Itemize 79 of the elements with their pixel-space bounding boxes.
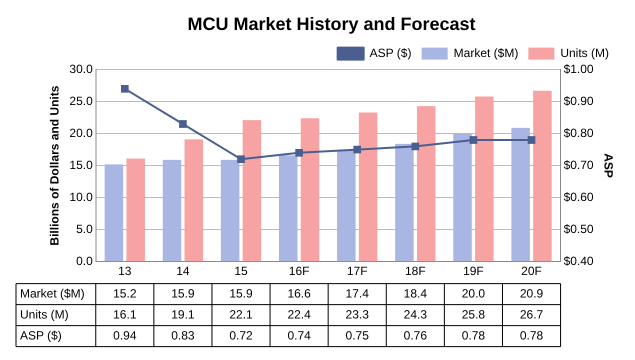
data-label: 0.83 [171, 328, 195, 342]
data-label: 20.9 [520, 286, 544, 300]
y2-tick-label: $1.00 [564, 62, 594, 76]
bar [511, 128, 530, 262]
bar [337, 150, 356, 262]
bar [162, 160, 182, 262]
bar [453, 134, 472, 262]
y2-tick-label: $0.90 [564, 94, 594, 108]
data-label: 16.1 [113, 307, 137, 322]
y-tick-label: 10.0 [69, 190, 94, 204]
x-tick-label: 13 [118, 264, 132, 278]
x-tick-label: 17F [346, 264, 368, 278]
data-label: 17.4 [346, 286, 370, 300]
point [528, 136, 536, 144]
bar [475, 96, 494, 262]
y2-tick-label: $0.50 [564, 222, 594, 236]
y-axis-title: Billions of Dollars and Units [48, 85, 62, 246]
y-tick-label: 5.0 [76, 222, 94, 236]
point [470, 136, 478, 144]
y-tick-label: 0.0 [76, 254, 94, 268]
point [179, 120, 187, 128]
bar [278, 155, 298, 262]
bar [184, 139, 204, 262]
data-label: 22.4 [287, 307, 312, 322]
legend-label: Units (M) [560, 46, 610, 60]
y2-tick-label: $0.70 [564, 158, 594, 172]
bar [242, 120, 262, 262]
data-label: 15.2 [113, 286, 137, 300]
bar [220, 160, 240, 262]
bar [395, 144, 414, 262]
text: Units (M) [20, 307, 69, 322]
data-label: 22.1 [229, 307, 254, 322]
point [120, 84, 129, 93]
bar [104, 164, 124, 262]
bar [358, 112, 378, 262]
y2-tick-label: $0.40 [564, 254, 594, 268]
y-tick-label: 15.0 [69, 158, 94, 172]
x-tick-label: 14 [176, 264, 190, 278]
y2-axis-title: ASP [601, 153, 616, 178]
data-label: 25.8 [462, 307, 486, 322]
data-label: 0.74 [287, 328, 312, 342]
data-label: 0.75 [346, 328, 370, 342]
x-tick-label: 15 [234, 264, 248, 278]
data-label: 15.9 [229, 286, 254, 300]
bar [416, 106, 436, 262]
data-label: 0.78 [520, 328, 544, 342]
data-label: 26.7 [520, 307, 544, 322]
x-tick-label: 20F [521, 264, 542, 278]
point [237, 155, 245, 164]
y2-tick-label: $0.80 [564, 126, 594, 140]
legend-label: ASP ($) [370, 46, 412, 60]
data-label: 19.1 [171, 307, 195, 322]
chart-title: MCU Market History and Forecast [187, 14, 476, 34]
data-label: 15.9 [171, 286, 195, 300]
x-tick-label: 18F [404, 264, 426, 278]
text: ASP ($) [20, 328, 62, 342]
data-label: 18.4 [404, 286, 428, 300]
y-tick-label: 20.0 [69, 126, 94, 140]
x-tick-label: 16F [288, 264, 310, 278]
data-label: 23.3 [346, 307, 370, 322]
y-tick-label: 30.0 [69, 62, 94, 76]
y-tick-label: 25.0 [69, 94, 94, 108]
data-label: 24.3 [404, 307, 428, 322]
bar [126, 158, 145, 262]
legend-label: Market ($M) [454, 46, 518, 60]
bar [300, 118, 320, 262]
x-tick-label: 19F [463, 264, 484, 278]
data-label: 0.94 [113, 328, 137, 342]
data-label: 0.72 [229, 328, 254, 342]
point [411, 142, 420, 150]
point [295, 148, 303, 157]
data-label: 16.6 [287, 286, 312, 300]
point [353, 146, 362, 154]
bar [533, 90, 552, 262]
data-label: 0.76 [404, 328, 428, 342]
y2-tick-label: $0.60 [564, 190, 594, 204]
data-label: 20.0 [462, 286, 486, 300]
data-label: 0.78 [462, 328, 486, 342]
text: Market ($M) [20, 286, 85, 300]
